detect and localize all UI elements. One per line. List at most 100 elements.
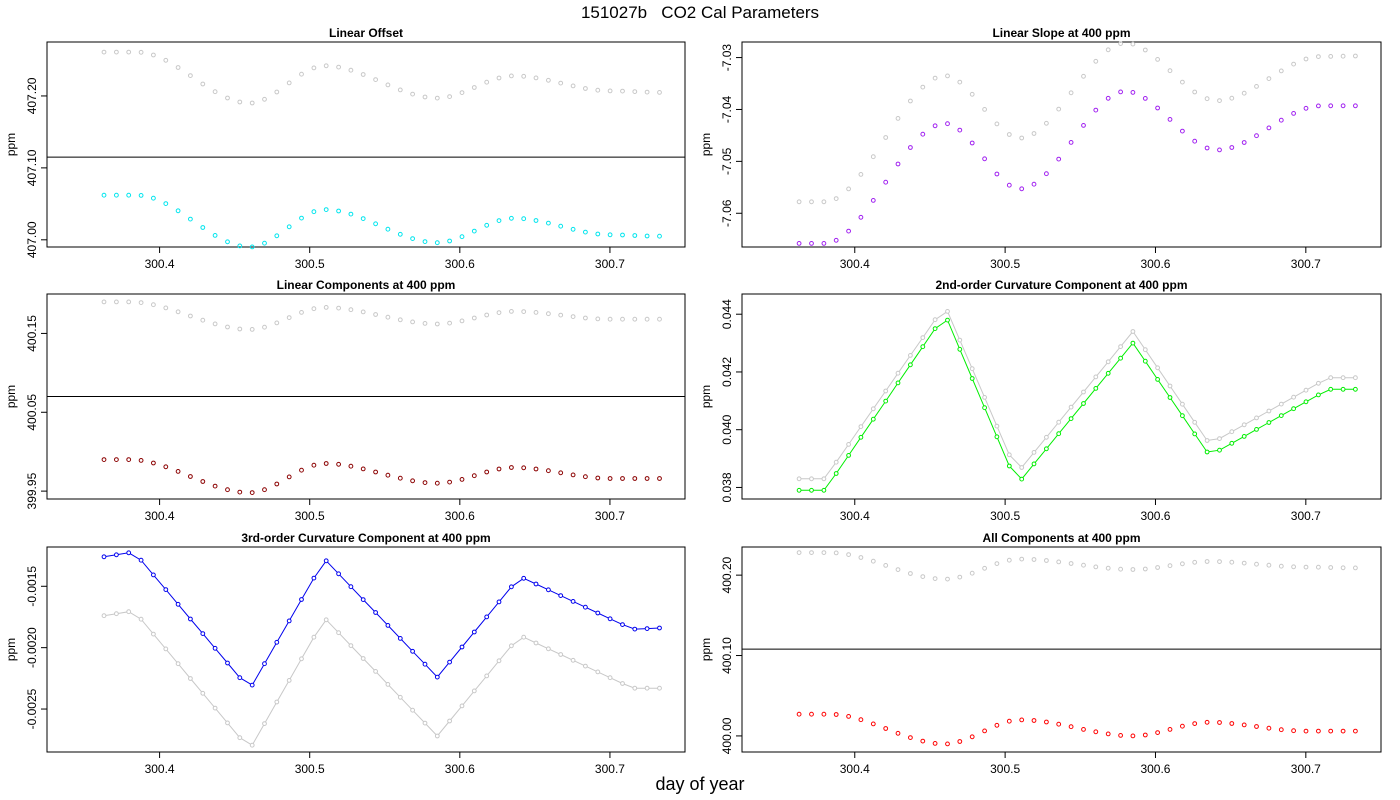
data-point bbox=[237, 735, 243, 741]
data-point bbox=[607, 476, 613, 481]
data-point bbox=[484, 673, 490, 679]
y-tick-label: -7.04 bbox=[720, 95, 734, 123]
data-point bbox=[796, 476, 802, 482]
data-point bbox=[657, 625, 662, 631]
data-point bbox=[237, 243, 243, 249]
data-point bbox=[311, 634, 317, 640]
data-point bbox=[1303, 387, 1309, 393]
data-point bbox=[459, 477, 465, 482]
data-point bbox=[311, 575, 317, 581]
data-point bbox=[1241, 90, 1247, 96]
data-point bbox=[1031, 131, 1037, 136]
data-point bbox=[994, 722, 1000, 728]
x-tick-label: 300.6 bbox=[1140, 509, 1170, 523]
data-point bbox=[459, 318, 465, 324]
data-point bbox=[883, 563, 889, 568]
y-tick-label: 0.038 bbox=[720, 472, 734, 502]
data-point bbox=[1278, 563, 1284, 569]
data-point bbox=[809, 550, 814, 555]
data-point bbox=[212, 321, 218, 327]
data-point bbox=[1229, 440, 1235, 446]
y-tick-label: 400.20 bbox=[720, 556, 734, 593]
data-point bbox=[1303, 728, 1309, 734]
data-point bbox=[188, 216, 193, 222]
data-point bbox=[883, 398, 889, 404]
data-point bbox=[200, 317, 206, 323]
data-point bbox=[336, 64, 342, 70]
data-point bbox=[373, 77, 379, 82]
data-point bbox=[447, 94, 453, 99]
data-point bbox=[657, 476, 662, 481]
data-point bbox=[286, 224, 292, 230]
data-point bbox=[126, 299, 132, 305]
data-point bbox=[151, 302, 156, 308]
panel-title: Linear Slope at 400 ppm bbox=[992, 26, 1130, 40]
x-tick-label: 300.5 bbox=[990, 762, 1020, 776]
data-point bbox=[1241, 722, 1247, 728]
data-point bbox=[225, 239, 230, 245]
data-point bbox=[1204, 449, 1210, 455]
data-point bbox=[509, 215, 514, 221]
panel-title: All Components at 400 ppm bbox=[982, 531, 1140, 545]
data-point bbox=[114, 49, 119, 55]
data-point bbox=[348, 211, 354, 217]
data-point bbox=[188, 313, 193, 319]
data-point bbox=[533, 310, 539, 315]
data-point bbox=[484, 614, 490, 620]
data-point bbox=[1316, 728, 1321, 734]
data-point bbox=[237, 99, 243, 105]
data-point bbox=[1353, 565, 1358, 571]
data-point bbox=[833, 196, 839, 202]
data-point bbox=[274, 89, 280, 95]
data-point bbox=[809, 711, 814, 717]
data-point bbox=[323, 207, 329, 213]
data-point bbox=[558, 470, 564, 476]
data-point bbox=[262, 661, 267, 667]
data-point bbox=[1142, 47, 1148, 53]
data-point bbox=[1068, 561, 1074, 566]
data-point bbox=[1142, 347, 1148, 353]
series-line bbox=[103, 611, 660, 746]
data-point bbox=[373, 469, 379, 475]
data-point bbox=[607, 316, 613, 322]
data-point bbox=[422, 321, 428, 326]
data-point bbox=[1254, 415, 1259, 421]
data-point bbox=[1130, 733, 1136, 739]
data-point bbox=[1105, 370, 1111, 376]
data-point bbox=[895, 370, 901, 376]
data-point bbox=[447, 238, 453, 244]
data-point bbox=[262, 487, 267, 493]
data-point bbox=[299, 656, 304, 662]
data-point bbox=[1180, 401, 1185, 407]
x-tick-label: 300.4 bbox=[840, 257, 870, 271]
data-point bbox=[1180, 561, 1185, 567]
data-point bbox=[1254, 427, 1259, 432]
data-point bbox=[1068, 404, 1074, 410]
data-point bbox=[471, 473, 477, 479]
y-tick-label: 407.10 bbox=[25, 149, 39, 186]
y-tick-label: -7.03 bbox=[720, 44, 734, 72]
data-point bbox=[870, 721, 876, 727]
data-point bbox=[821, 550, 827, 555]
data-point bbox=[1303, 399, 1309, 405]
data-point bbox=[1167, 117, 1173, 122]
data-point bbox=[1266, 125, 1272, 131]
series-main bbox=[101, 457, 662, 496]
data-point bbox=[1180, 413, 1185, 419]
y-tick-label: 0.042 bbox=[720, 357, 734, 387]
data-point bbox=[521, 216, 527, 222]
data-point bbox=[1241, 434, 1247, 439]
data-point bbox=[274, 699, 280, 705]
data-point bbox=[212, 705, 218, 711]
data-point bbox=[1142, 358, 1148, 364]
y-tick-label: -7.05 bbox=[720, 147, 734, 175]
data-point bbox=[249, 244, 255, 250]
data-point bbox=[200, 225, 206, 230]
data-point bbox=[237, 326, 243, 332]
data-point bbox=[1266, 725, 1272, 731]
data-point bbox=[994, 423, 1000, 429]
x-tick-label: 300.7 bbox=[595, 257, 625, 271]
data-point bbox=[846, 453, 851, 458]
data-point bbox=[846, 228, 851, 234]
data-point bbox=[620, 88, 625, 94]
